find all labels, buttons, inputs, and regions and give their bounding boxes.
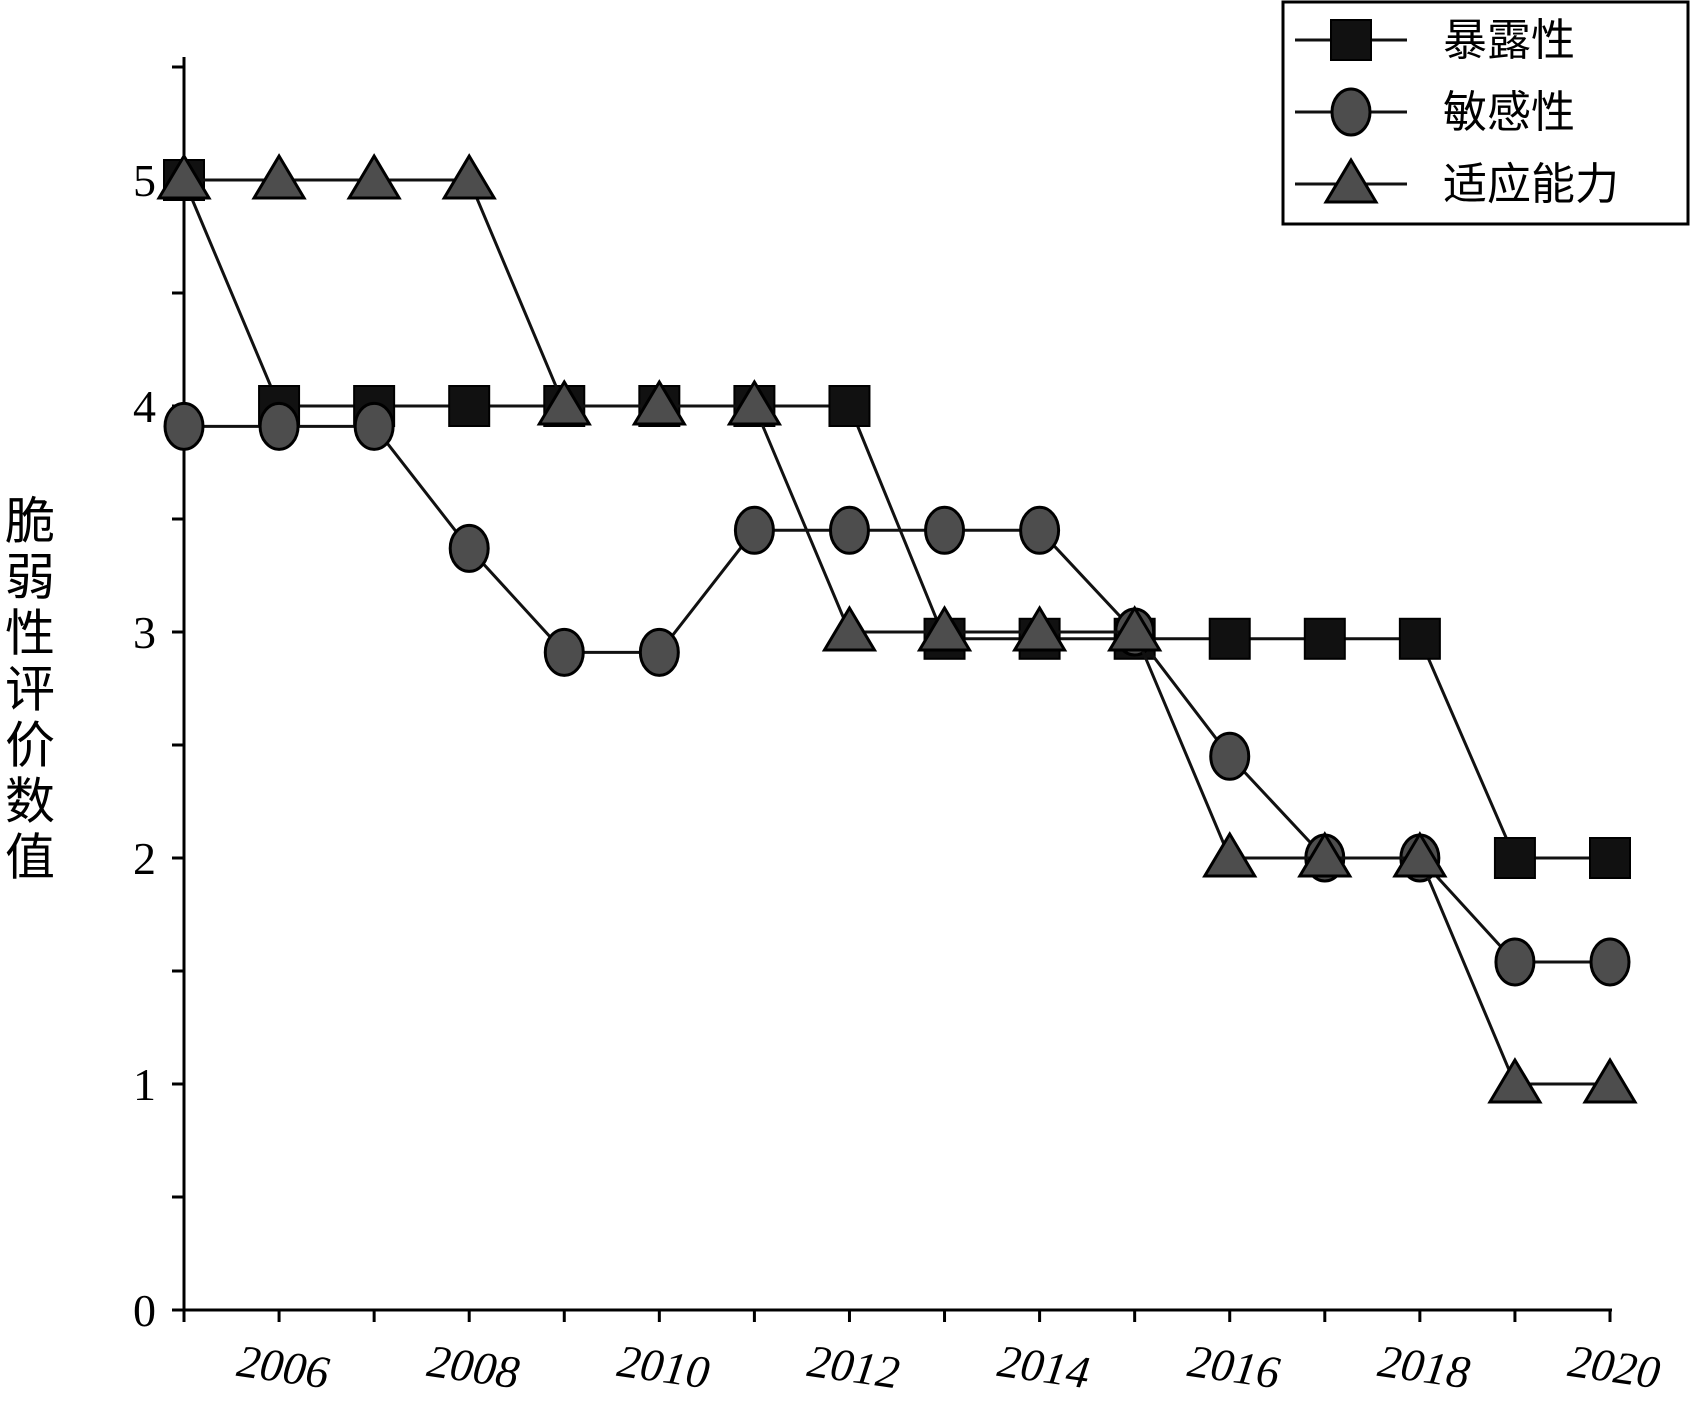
series-layer — [156, 153, 1638, 1104]
data-point — [1011, 605, 1068, 652]
x-tick-label: 2020 — [1565, 1335, 1663, 1398]
data-point — [1392, 831, 1448, 878]
series-line — [184, 178, 1610, 1086]
x-tick-label: 2014 — [995, 1335, 1093, 1398]
y-tick-label: 4 — [133, 381, 156, 432]
data-point — [543, 627, 585, 677]
series-line — [184, 424, 1610, 964]
data-point — [1582, 1057, 1638, 1104]
data-point — [1297, 831, 1353, 878]
legend-marker — [1330, 87, 1372, 137]
x-tick-label: 2006 — [234, 1335, 332, 1398]
data-point — [441, 153, 497, 200]
data-point — [1303, 617, 1346, 660]
data-point — [1107, 605, 1163, 652]
y-axis-label-char: 价 — [5, 717, 55, 775]
data-point — [1487, 1057, 1543, 1104]
data-point — [924, 505, 966, 555]
y-axis-label-char: 性 — [5, 605, 55, 663]
x-tick-label: 2012 — [805, 1335, 903, 1398]
legend-label: 敏感性 — [1443, 87, 1575, 138]
data-point — [353, 401, 395, 451]
legend-marker — [1330, 19, 1372, 61]
y-axis-label-char: 评 — [5, 661, 55, 719]
data-point — [448, 385, 491, 427]
y-tick-label: 2 — [133, 833, 156, 884]
data-point — [1493, 837, 1536, 879]
data-point — [163, 401, 205, 451]
data-point — [1589, 837, 1631, 879]
data-point — [821, 605, 878, 652]
legend-marker — [1323, 157, 1379, 204]
data-point — [448, 523, 490, 573]
data-point — [1494, 937, 1536, 987]
y-tick-label: 1 — [133, 1059, 156, 1110]
y-tick-label: 3 — [133, 607, 156, 658]
data-point — [536, 379, 592, 426]
y-axis-label-char: 弱 — [5, 549, 55, 607]
x-tick-label: 2018 — [1375, 1335, 1473, 1398]
data-point — [733, 505, 775, 555]
data-point — [1398, 617, 1441, 660]
series-triangle — [156, 153, 1638, 1104]
data-point — [156, 153, 212, 200]
x-tick-label: 2008 — [424, 1335, 522, 1398]
data-point — [638, 627, 680, 677]
data-point — [726, 379, 783, 426]
data-point — [631, 379, 687, 426]
data-point — [1208, 617, 1251, 660]
axes: 0 1 2 3 4 5 2006 2008 2010 2012 2014 2016 2018 2020 — [133, 57, 1663, 1398]
legend-label: 暴露性 — [1443, 15, 1575, 66]
data-point — [1589, 937, 1631, 987]
data-point — [251, 153, 307, 200]
y-tick-label: 5 — [133, 155, 156, 206]
y-axis-label-char: 数 — [5, 773, 55, 831]
y-tick-label: 0 — [133, 1285, 156, 1336]
series-square — [163, 159, 1631, 879]
legend-label: 适应能力 — [1443, 159, 1619, 210]
y-axis-label-char: 脆 — [5, 493, 55, 551]
x-tick-label: 2010 — [614, 1335, 712, 1398]
data-point — [828, 505, 870, 555]
data-point — [1019, 505, 1061, 555]
data-point — [1209, 731, 1251, 781]
data-point — [828, 385, 871, 427]
series-circle — [163, 401, 1631, 987]
data-point — [916, 605, 973, 652]
data-point — [1202, 831, 1258, 878]
data-point — [346, 153, 402, 200]
data-point — [258, 401, 300, 451]
x-tick-label: 2016 — [1185, 1335, 1283, 1398]
y-axis-label-char: 值 — [5, 829, 55, 887]
series-line — [182, 179, 1610, 860]
